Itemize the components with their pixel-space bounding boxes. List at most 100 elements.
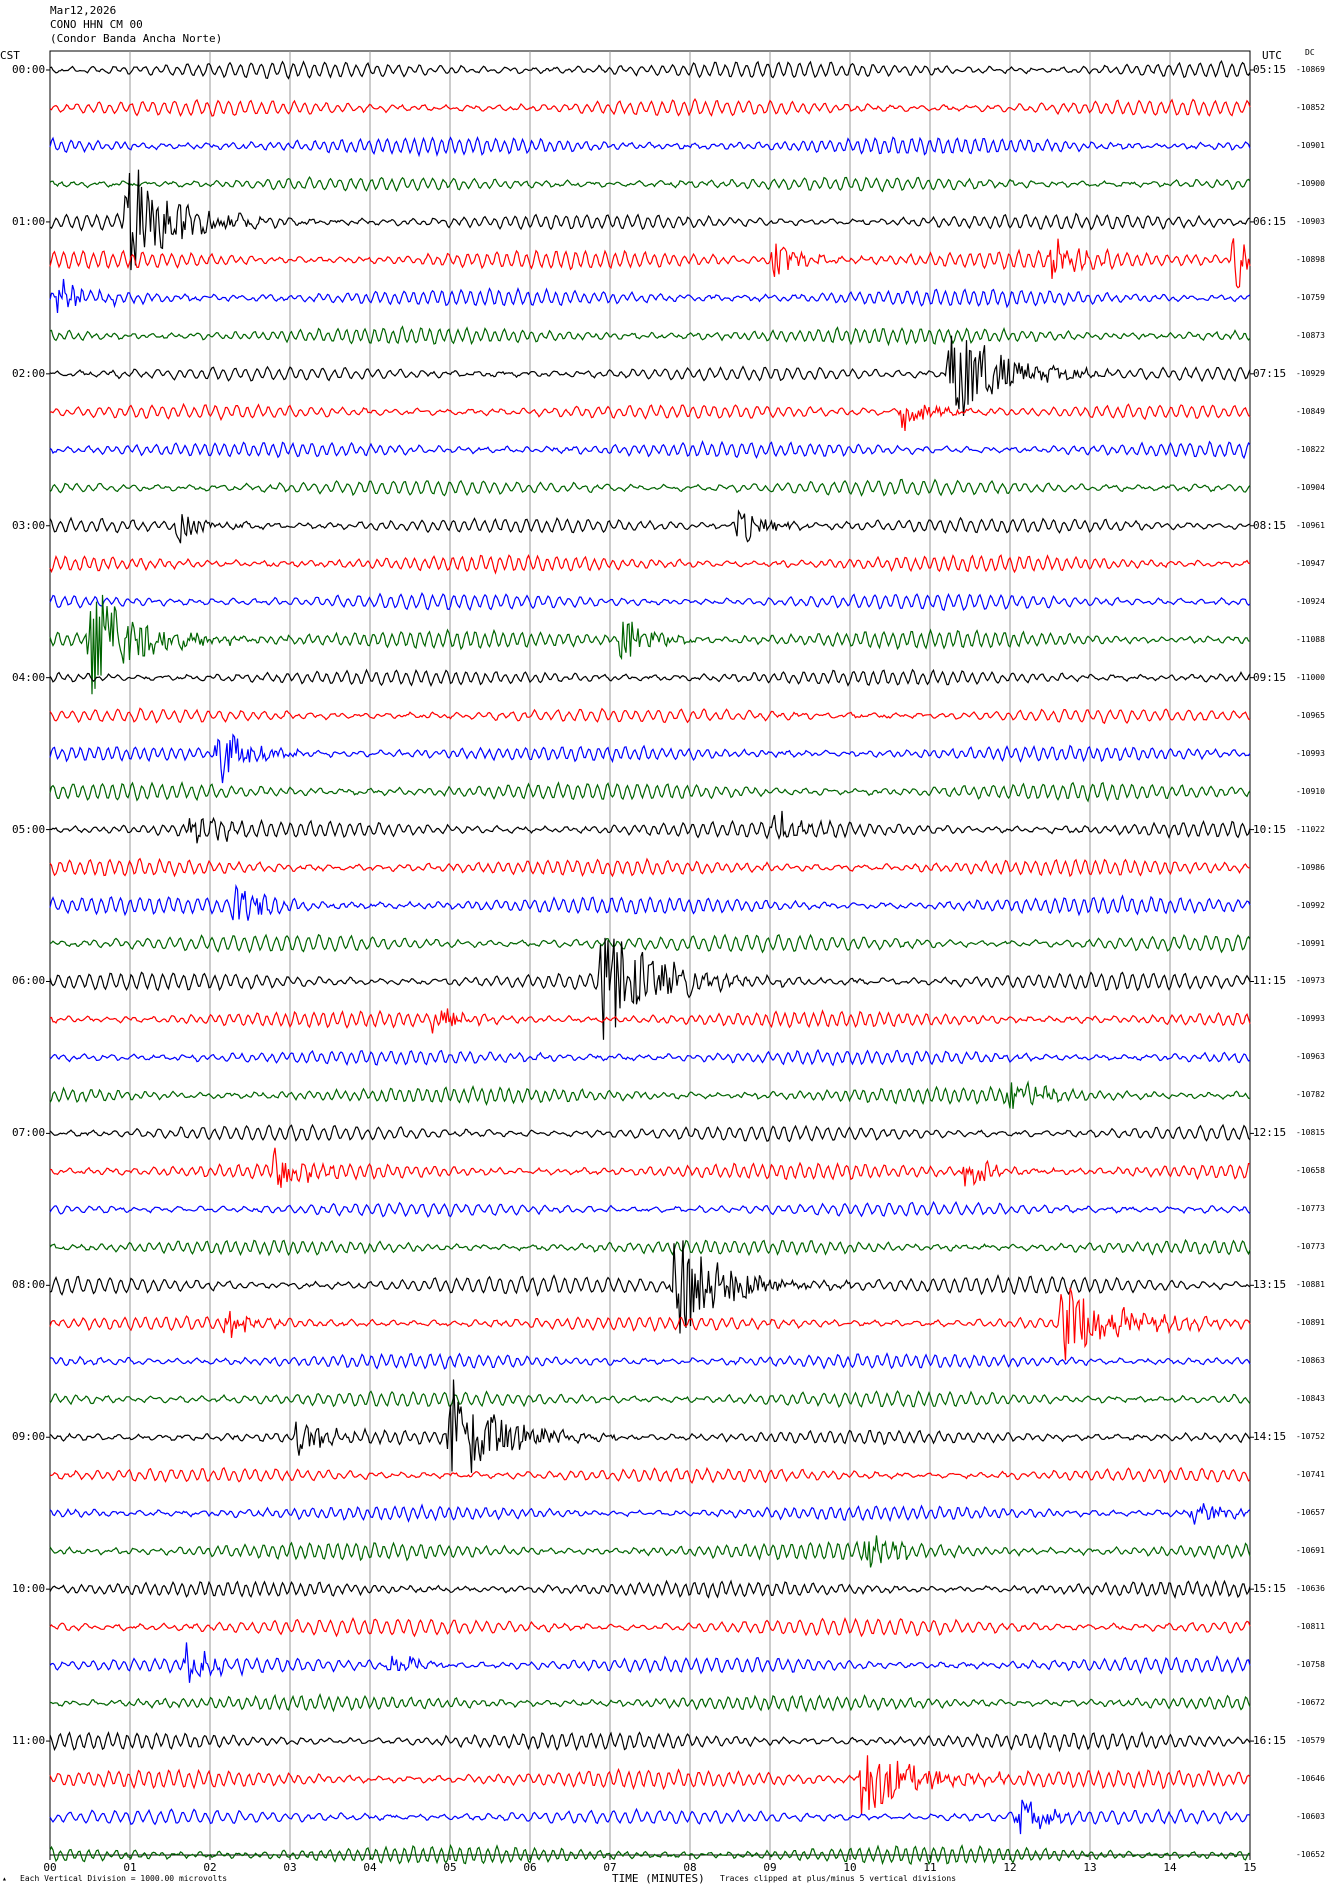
x-tick-label: 02 bbox=[203, 1861, 217, 1874]
trace-blue bbox=[49, 1642, 1251, 1683]
dc-offset-label: -10986 bbox=[1296, 862, 1325, 872]
dc-offset-label: -10992 bbox=[1296, 900, 1325, 910]
cst-hour-label: 09:00 bbox=[12, 1430, 46, 1444]
trace-blue bbox=[49, 1352, 1251, 1370]
dc-offset-label: -10924 bbox=[1296, 596, 1325, 606]
trace-red bbox=[49, 553, 1251, 575]
trace-green bbox=[49, 478, 1251, 497]
trace-black bbox=[49, 1123, 1251, 1143]
dc-axis-label: DC bbox=[1305, 48, 1315, 57]
plot-frame bbox=[49, 50, 1251, 1856]
scale-note: Each Vertical Division = 1000.00 microvo… bbox=[20, 1874, 228, 1883]
cst-hour-label: 02:00 bbox=[12, 366, 46, 380]
dc-offset-label: -10782 bbox=[1296, 1090, 1325, 1100]
dc-offset-label: -10773 bbox=[1296, 1204, 1325, 1214]
x-tick-label: 00 bbox=[43, 1861, 57, 1874]
trace-green bbox=[49, 1080, 1251, 1109]
trace-green bbox=[49, 1535, 1251, 1568]
trace-red bbox=[49, 1008, 1251, 1034]
trace-green bbox=[49, 1693, 1251, 1713]
utc-hour-label: 10:15 bbox=[1253, 822, 1287, 836]
utc-hour-label: 15:15 bbox=[1253, 1582, 1287, 1596]
x-tick-label: 11 bbox=[923, 1861, 937, 1874]
x-tick-label: 08 bbox=[683, 1861, 697, 1874]
dc-offset-label: -10636 bbox=[1296, 1584, 1325, 1594]
dc-offset-label: -10852 bbox=[1296, 102, 1325, 112]
dc-offset-label: -10963 bbox=[1296, 1052, 1325, 1062]
cst-axis-label: CST bbox=[0, 49, 20, 62]
trace-blue bbox=[49, 1503, 1251, 1525]
station-name: (Condor Banda Ancha Norte) bbox=[50, 32, 223, 45]
dc-offset-label: -10758 bbox=[1296, 1660, 1325, 1670]
trace-green bbox=[49, 325, 1251, 347]
trace-red bbox=[49, 1616, 1251, 1638]
dc-offset-label: -10657 bbox=[1296, 1508, 1325, 1518]
dc-offset-label: -10965 bbox=[1296, 710, 1325, 720]
dc-offset-label: -10822 bbox=[1296, 444, 1325, 454]
cst-hour-label: 10:00 bbox=[12, 1582, 46, 1596]
trace-black bbox=[49, 1579, 1251, 1599]
x-axis-title: TIME (MINUTES) bbox=[612, 1872, 705, 1885]
trace-black bbox=[49, 668, 1251, 688]
trace-green bbox=[49, 1238, 1251, 1257]
trace-blue bbox=[49, 883, 1251, 921]
utc-hour-label: 08:15 bbox=[1253, 518, 1287, 532]
trace-black bbox=[49, 169, 1251, 271]
utc-hour-label: 05:15 bbox=[1253, 63, 1287, 76]
trace-green bbox=[49, 1843, 1251, 1866]
trace-green bbox=[49, 933, 1251, 954]
trace-blue bbox=[49, 278, 1251, 313]
trace-blue bbox=[49, 591, 1251, 612]
dc-offset-label: -10759 bbox=[1296, 292, 1325, 302]
utc-hour-label: 12:15 bbox=[1253, 1126, 1287, 1140]
dc-offset-label: -10910 bbox=[1296, 786, 1325, 796]
utc-hour-label: 11:15 bbox=[1253, 974, 1287, 988]
plot-date: Mar12,2026 bbox=[50, 4, 117, 17]
x-tick-label: 06 bbox=[523, 1861, 537, 1874]
trace-red bbox=[49, 857, 1250, 878]
trace-black bbox=[49, 59, 1251, 80]
cst-hour-label: 06:00 bbox=[12, 974, 46, 988]
dc-offset-label: -10773 bbox=[1296, 1242, 1325, 1252]
dc-offset-label: -10811 bbox=[1296, 1622, 1325, 1632]
dc-offset-label: -10993 bbox=[1296, 748, 1325, 758]
dc-offset-label: -10898 bbox=[1296, 254, 1325, 264]
trace-blue bbox=[49, 1799, 1251, 1835]
dc-offset-label: -10903 bbox=[1296, 216, 1325, 226]
utc-hour-label: 07:15 bbox=[1253, 366, 1287, 380]
dc-offset-label: -10900 bbox=[1296, 178, 1325, 188]
dc-offset-label: -10741 bbox=[1296, 1470, 1325, 1480]
dc-offset-label: -10901 bbox=[1296, 140, 1325, 150]
x-tick-label: 03 bbox=[283, 1861, 297, 1874]
trace-red bbox=[49, 1147, 1251, 1188]
trace-red bbox=[49, 238, 1251, 289]
dc-offset-label: -10873 bbox=[1296, 330, 1325, 340]
x-tick-label: 14 bbox=[1163, 1861, 1177, 1874]
dc-offset-label: -10603 bbox=[1296, 1812, 1325, 1822]
dc-offset-label: -10691 bbox=[1296, 1546, 1325, 1556]
cst-hour-label: 00:00 bbox=[12, 63, 46, 76]
trace-black bbox=[49, 1240, 1251, 1334]
trace-red bbox=[49, 1755, 1251, 1815]
dc-offset-label: -10863 bbox=[1296, 1356, 1325, 1366]
x-tick-label: 04 bbox=[363, 1861, 377, 1874]
dc-offset-label: -10881 bbox=[1296, 1280, 1325, 1290]
trace-red bbox=[49, 98, 1251, 117]
dc-offset-label: -10993 bbox=[1296, 1014, 1325, 1024]
dc-offset-label: -10646 bbox=[1296, 1774, 1325, 1784]
trace-green bbox=[49, 781, 1251, 803]
cst-hour-label: 11:00 bbox=[12, 1734, 46, 1748]
dc-offset-label: -10869 bbox=[1296, 65, 1325, 74]
trace-black bbox=[49, 1379, 1251, 1473]
dc-offset-label: -11022 bbox=[1296, 824, 1325, 834]
trace-blue bbox=[49, 733, 1251, 784]
trace-red bbox=[49, 1466, 1251, 1484]
trace-blue bbox=[49, 1200, 1251, 1218]
cst-hour-label: 08:00 bbox=[12, 1278, 46, 1292]
utc-hour-label: 06:15 bbox=[1253, 214, 1287, 228]
dc-offset-label: -10579 bbox=[1296, 1736, 1325, 1746]
dc-offset-label: -10849 bbox=[1296, 406, 1325, 416]
station-code: CONO HHN CM 00 bbox=[50, 18, 143, 31]
trace-black bbox=[49, 509, 1251, 544]
